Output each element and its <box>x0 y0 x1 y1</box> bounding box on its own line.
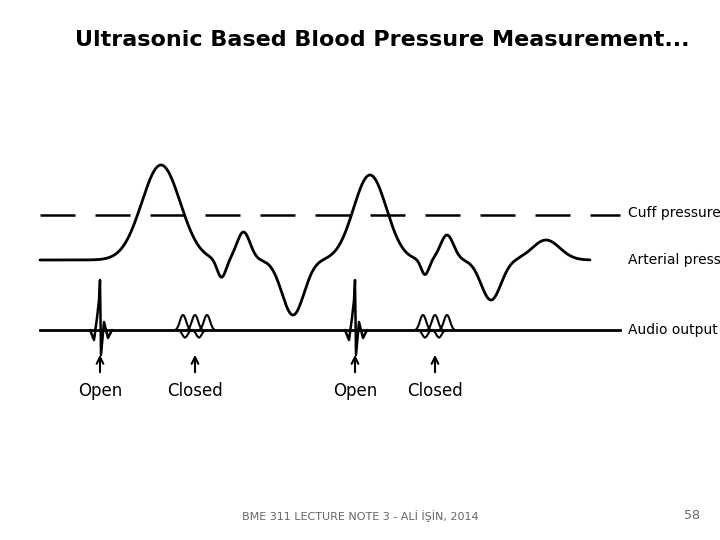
Text: Open: Open <box>78 382 122 400</box>
Text: BME 311 LECTURE NOTE 3 - ALİ İŞİN, 2014: BME 311 LECTURE NOTE 3 - ALİ İŞİN, 2014 <box>242 510 478 522</box>
Text: Ultrasonic Based Blood Pressure Measurement...: Ultrasonic Based Blood Pressure Measurem… <box>75 30 690 50</box>
Text: Audio output: Audio output <box>628 323 718 337</box>
Text: Arterial pressure: Arterial pressure <box>628 253 720 267</box>
Text: 58: 58 <box>684 509 700 522</box>
Text: Closed: Closed <box>407 382 463 400</box>
Text: Closed: Closed <box>167 382 223 400</box>
Text: Open: Open <box>333 382 377 400</box>
Text: Cuff pressure: Cuff pressure <box>628 206 720 220</box>
